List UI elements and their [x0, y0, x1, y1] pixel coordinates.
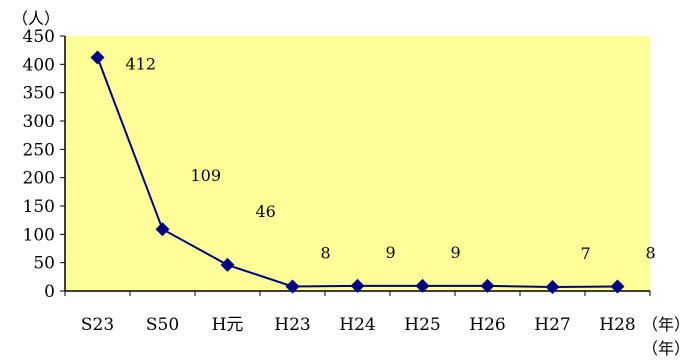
x-tick-label: H24: [339, 315, 375, 335]
x-tick-label: H23: [274, 315, 310, 335]
data-point-marker: [220, 257, 235, 272]
x-tick-label: H28: [599, 315, 635, 335]
x-tick-label: H25: [404, 315, 440, 335]
y-tick-label: 300: [23, 112, 55, 132]
x-axis-unit-label-secondary: （年）: [642, 339, 690, 358]
x-axis-unit-label: （年）: [642, 315, 690, 334]
series-group: [90, 50, 625, 295]
data-point-marker: [155, 222, 170, 237]
data-label: 412: [126, 55, 157, 74]
data-point-marker: [480, 278, 495, 293]
data-label: 9: [386, 243, 396, 262]
data-point-marker: [545, 280, 560, 295]
y-tick-label: 450: [23, 27, 55, 47]
y-axis-ticks: 0 50 100 150 200 250 300 350 400 450: [23, 27, 65, 302]
data-labels: 412 109 46 8 9 9 7 8: [126, 55, 656, 263]
y-tick-label: 400: [23, 55, 55, 75]
y-tick-label: 150: [23, 197, 55, 217]
y-axis-unit-label: （人）: [12, 9, 60, 28]
data-point-marker: [415, 278, 430, 293]
x-tick-label: S23: [81, 315, 114, 335]
data-label: 109: [191, 166, 222, 185]
data-point-marker: [610, 279, 625, 294]
y-tick-label: 0: [44, 282, 55, 302]
x-tick-label: H元: [212, 315, 244, 335]
data-point-marker: [285, 279, 300, 294]
x-axis-ticks: S23 S50 H元 H23 H24 H25 H26 H27 H28: [64, 291, 651, 335]
y-tick-label: 350: [23, 84, 55, 104]
x-tick-label: S50: [146, 315, 179, 335]
data-label: 46: [256, 202, 276, 221]
plot-area: [65, 36, 650, 291]
y-tick-label: 50: [33, 254, 55, 274]
data-label: 9: [451, 243, 461, 262]
data-point-marker: [350, 278, 365, 293]
data-point-marker: [90, 50, 105, 65]
data-label: 8: [321, 243, 331, 262]
data-label: 7: [581, 244, 591, 263]
data-label: 8: [646, 243, 656, 262]
y-tick-label: 200: [23, 169, 55, 189]
x-tick-label: H27: [534, 315, 570, 335]
y-tick-label: 250: [23, 140, 55, 160]
y-tick-label: 100: [23, 225, 55, 245]
x-tick-label: H26: [469, 315, 505, 335]
